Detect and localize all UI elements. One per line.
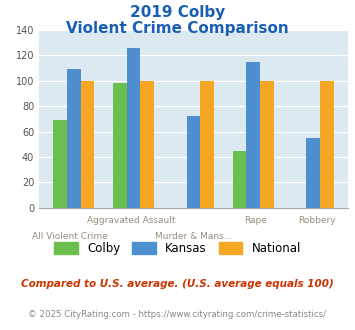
- Text: Murder & Mans...: Murder & Mans...: [155, 232, 232, 241]
- Text: © 2025 CityRating.com - https://www.cityrating.com/crime-statistics/: © 2025 CityRating.com - https://www.city…: [28, 310, 327, 319]
- Text: Violent Crime Comparison: Violent Crime Comparison: [66, 21, 289, 36]
- Bar: [246, 61, 260, 208]
- Bar: [113, 83, 127, 208]
- Bar: [187, 116, 200, 208]
- Text: Aggravated Assault: Aggravated Assault: [87, 216, 176, 225]
- Text: All Violent Crime: All Violent Crime: [32, 232, 108, 241]
- Bar: [260, 81, 274, 208]
- Bar: [67, 69, 81, 208]
- Text: Rape: Rape: [244, 216, 267, 225]
- Bar: [81, 81, 94, 208]
- Bar: [141, 81, 154, 208]
- Bar: [127, 48, 141, 208]
- Bar: [53, 120, 67, 208]
- Bar: [200, 81, 214, 208]
- Bar: [233, 150, 246, 208]
- Bar: [306, 138, 320, 208]
- Text: 2019 Colby: 2019 Colby: [130, 5, 225, 20]
- Legend: Colby, Kansas, National: Colby, Kansas, National: [49, 237, 306, 260]
- Bar: [320, 81, 334, 208]
- Text: Robbery: Robbery: [298, 216, 336, 225]
- Text: Compared to U.S. average. (U.S. average equals 100): Compared to U.S. average. (U.S. average …: [21, 279, 334, 289]
